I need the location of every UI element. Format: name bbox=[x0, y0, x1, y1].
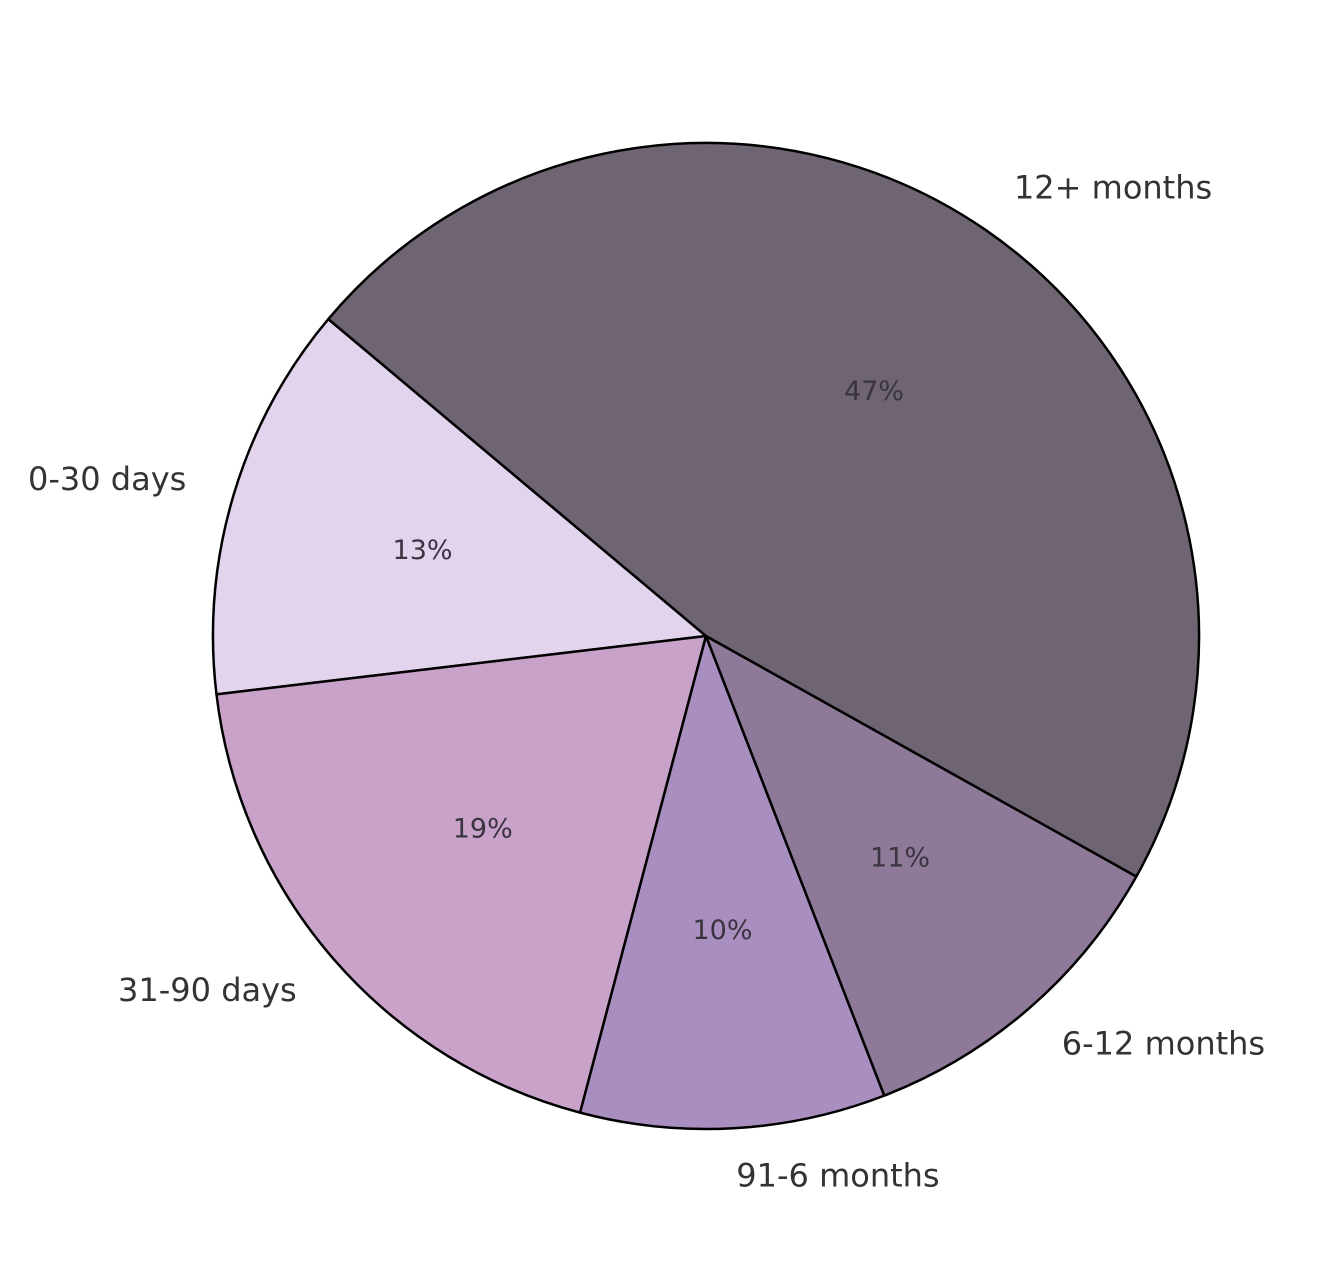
pct-label: 10% bbox=[693, 915, 753, 946]
pct-label: 47% bbox=[844, 376, 904, 407]
slice-label: 12+ months bbox=[1014, 169, 1212, 207]
pie-slice bbox=[578, 634, 886, 1131]
pct-label: 13% bbox=[393, 535, 453, 566]
pct-label: 11% bbox=[870, 843, 930, 874]
pie-slice bbox=[215, 634, 708, 1114]
pie-slice bbox=[211, 317, 708, 696]
pct-label: 19% bbox=[453, 814, 513, 845]
slice-label: 91-6 months bbox=[736, 1156, 939, 1194]
slice-label: 31-90 days bbox=[118, 971, 297, 1009]
pie-slice bbox=[704, 634, 1138, 1097]
slice-label: 6-12 months bbox=[1062, 1024, 1265, 1062]
pie-slice bbox=[327, 141, 1201, 878]
slice-label: 0-30 days bbox=[28, 460, 186, 498]
